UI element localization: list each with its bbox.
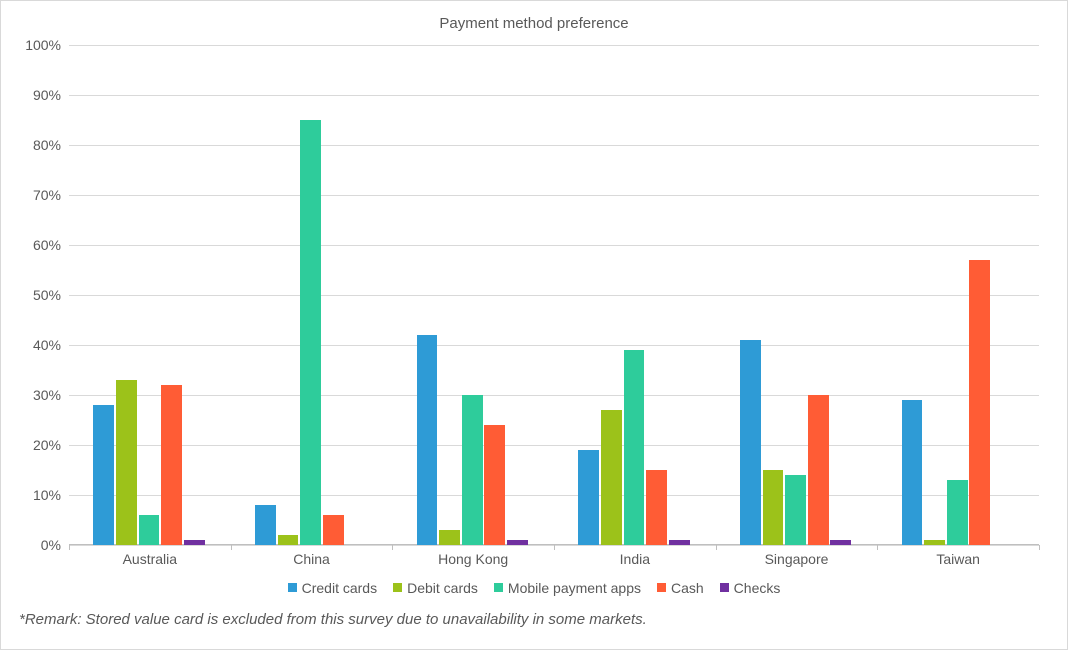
chart-bar	[969, 260, 990, 545]
chart-bar	[669, 540, 690, 545]
grid-line	[69, 445, 1039, 446]
chart-bar	[300, 120, 321, 545]
chart-bar	[830, 540, 851, 545]
legend-label: Cash	[671, 580, 704, 596]
x-axis-tick	[69, 545, 70, 550]
y-axis-label: 30%	[33, 387, 61, 403]
plot-area: 0%10%20%30%40%50%60%70%80%90%100%Austral…	[69, 45, 1039, 545]
y-axis-label: 0%	[41, 537, 61, 553]
legend-item: Debit cards	[393, 580, 478, 596]
chart-bar	[763, 470, 784, 545]
y-axis-label: 70%	[33, 187, 61, 203]
grid-line	[69, 145, 1039, 146]
grid-line	[69, 245, 1039, 246]
legend-swatch	[494, 583, 503, 592]
chart-bar	[323, 515, 344, 545]
legend-label: Checks	[734, 580, 781, 596]
chart-bar	[93, 405, 114, 545]
legend-item: Credit cards	[288, 580, 377, 596]
chart-remark: *Remark: Stored value card is excluded f…	[19, 611, 647, 628]
legend-item: Mobile payment apps	[494, 580, 641, 596]
grid-line	[69, 45, 1039, 46]
chart-bar	[808, 395, 829, 545]
x-axis-tick	[716, 545, 717, 550]
legend-item: Cash	[657, 580, 704, 596]
chart-bar	[462, 395, 483, 545]
y-axis-label: 60%	[33, 237, 61, 253]
legend-item: Checks	[720, 580, 781, 596]
grid-line	[69, 95, 1039, 96]
x-axis-label: India	[620, 551, 650, 567]
grid-line	[69, 345, 1039, 346]
y-axis-label: 50%	[33, 287, 61, 303]
legend-swatch	[393, 583, 402, 592]
chart-bar	[578, 450, 599, 545]
x-axis-tick	[554, 545, 555, 550]
chart-bar	[785, 475, 806, 545]
chart-bar	[184, 540, 205, 545]
grid-line	[69, 395, 1039, 396]
y-axis-label: 100%	[25, 37, 61, 53]
chart-bar	[902, 400, 923, 545]
legend-swatch	[720, 583, 729, 592]
grid-line	[69, 495, 1039, 496]
grid-line	[69, 195, 1039, 196]
legend: Credit cards Debit cards Mobile payment ap…	[1, 579, 1067, 596]
x-axis-tick	[231, 545, 232, 550]
chart-bar	[646, 470, 667, 545]
chart-container: Payment method preference 0%10%20%30%40%…	[0, 0, 1068, 650]
chart-bar	[255, 505, 276, 545]
x-axis-tick	[392, 545, 393, 550]
chart-bar	[507, 540, 528, 545]
chart-bar	[601, 410, 622, 545]
chart-bar	[740, 340, 761, 545]
chart-bar	[947, 480, 968, 545]
chart-bar	[924, 540, 945, 545]
x-axis-tick	[877, 545, 878, 550]
chart-bar	[624, 350, 645, 545]
legend-swatch	[288, 583, 297, 592]
legend-label: Mobile payment apps	[508, 580, 641, 596]
y-axis-label: 40%	[33, 337, 61, 353]
chart-title: Payment method preference	[1, 1, 1067, 32]
y-axis-label: 10%	[33, 487, 61, 503]
x-axis-label: Australia	[123, 551, 177, 567]
chart-bar	[116, 380, 137, 545]
legend-label: Debit cards	[407, 580, 478, 596]
chart-bar	[439, 530, 460, 545]
x-axis-tick	[1039, 545, 1040, 550]
x-axis-label: Singapore	[765, 551, 829, 567]
grid-line	[69, 295, 1039, 296]
chart-bar	[417, 335, 438, 545]
legend-swatch	[657, 583, 666, 592]
chart-bar	[139, 515, 160, 545]
chart-bar	[484, 425, 505, 545]
y-axis-label: 20%	[33, 437, 61, 453]
y-axis-label: 80%	[33, 137, 61, 153]
chart-bar	[278, 535, 299, 545]
x-axis-label: Hong Kong	[438, 551, 508, 567]
y-axis-label: 90%	[33, 87, 61, 103]
chart-bar	[161, 385, 182, 545]
legend-label: Credit cards	[302, 580, 377, 596]
x-axis-label: China	[293, 551, 330, 567]
x-axis-label: Taiwan	[936, 551, 980, 567]
